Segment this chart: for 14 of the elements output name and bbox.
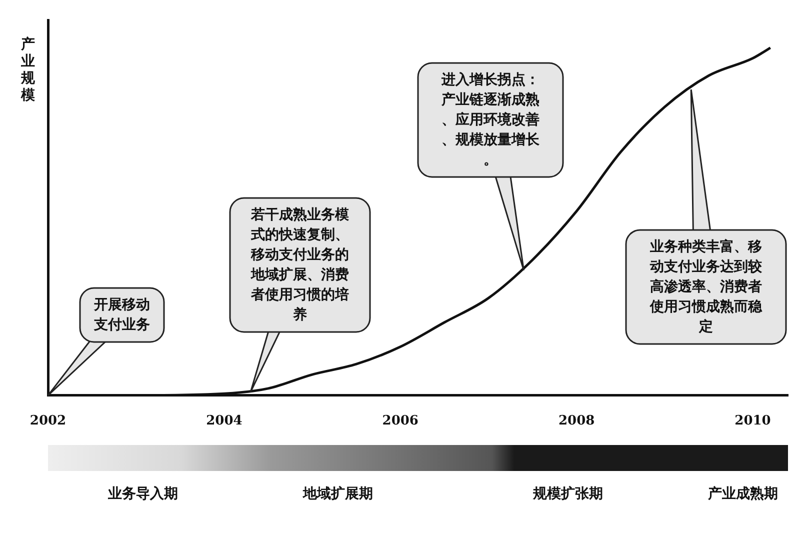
text: 地域扩展期 (302, 485, 374, 504)
x-tick-label: 2004 (206, 414, 242, 429)
annotation: 开展移动支付业务 (93, 296, 151, 335)
text: 业务导入期 (107, 485, 179, 504)
x-tick-label: 2002 (30, 414, 66, 429)
text: 产业成熟期 (707, 485, 779, 504)
y-axis-title: 产业规模 (20, 36, 36, 104)
text: 规模扩张期 (532, 485, 604, 504)
x-tick-label: 2010 (734, 414, 771, 429)
annotation: 业务种类丰富、移动支付业务达到较高渗透率、消费者使用习惯成熟而稳定 (648, 238, 764, 337)
x-tick-label: 2008 (558, 414, 595, 429)
x-tick-label: 2006 (382, 414, 418, 429)
annotation: 若干成熟业务模式的快速复制、移动支付业务的地域扩展、消费者使用习惯的培养 (250, 206, 350, 325)
annotation: 进入增长拐点：产业链逐渐成熟、应用环境改善、规模放量增长。 (440, 71, 540, 170)
